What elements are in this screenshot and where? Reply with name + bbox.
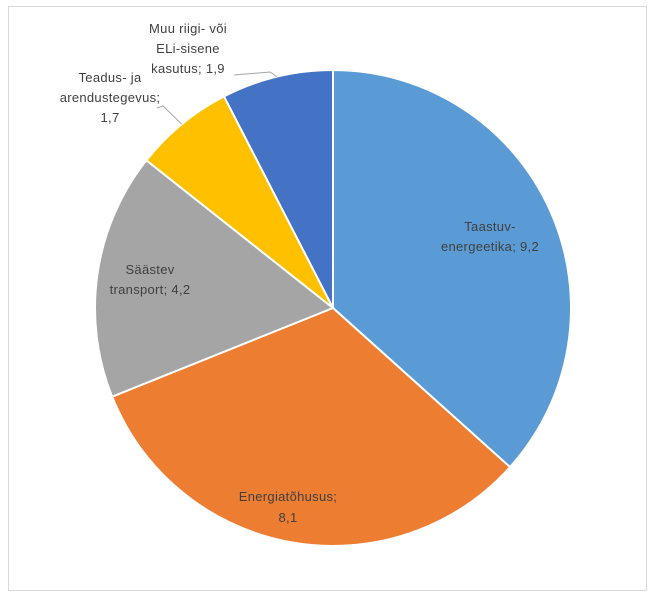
data-label-line: Teadus- ja	[79, 70, 142, 85]
data-label-line: 1,7	[101, 110, 120, 125]
data-label-line: Muu riigi- või	[149, 21, 227, 36]
data-labels: Taastuv-energeetika; 9,2 Energiatõhusus; 8…	[60, 21, 539, 525]
data-label-line: 8,1	[279, 510, 298, 525]
data-label-5: Muu riigi- või ELi-sisene kasutus; 1,9	[149, 21, 227, 76]
data-label-4: Teadus- ja arendustegevus; 1,7	[60, 70, 161, 125]
pie-slice-3	[94, 158, 335, 398]
pie-slice-1	[332, 68, 572, 469]
data-label-line: ELi-sisene	[156, 41, 220, 56]
data-label-line: energeetika; 9,2	[441, 239, 539, 254]
pie-slices	[94, 68, 572, 547]
pie-slice-2	[110, 306, 512, 547]
data-label-line: kasutus; 1,9	[151, 61, 225, 76]
data-label-line: arendustegevus;	[60, 90, 161, 105]
leader-line-4	[156, 105, 183, 125]
data-label-line: Energiatõhusus;	[239, 489, 337, 504]
chart-frame	[8, 6, 647, 591]
leader-line-5	[233, 71, 278, 78]
data-label-2: Energiatõhusus; 8,1	[239, 489, 337, 525]
leader-lines	[156, 71, 278, 125]
pie-slice-5	[222, 68, 334, 309]
data-label-1: Taastuv-energeetika; 9,2	[441, 219, 539, 254]
data-label-line: transport; 4,2	[110, 282, 191, 297]
data-label-3: Säästev transport; 4,2	[110, 262, 191, 297]
data-label-line: Taastuv-	[464, 219, 516, 234]
data-label-line: Säästev	[125, 262, 174, 277]
